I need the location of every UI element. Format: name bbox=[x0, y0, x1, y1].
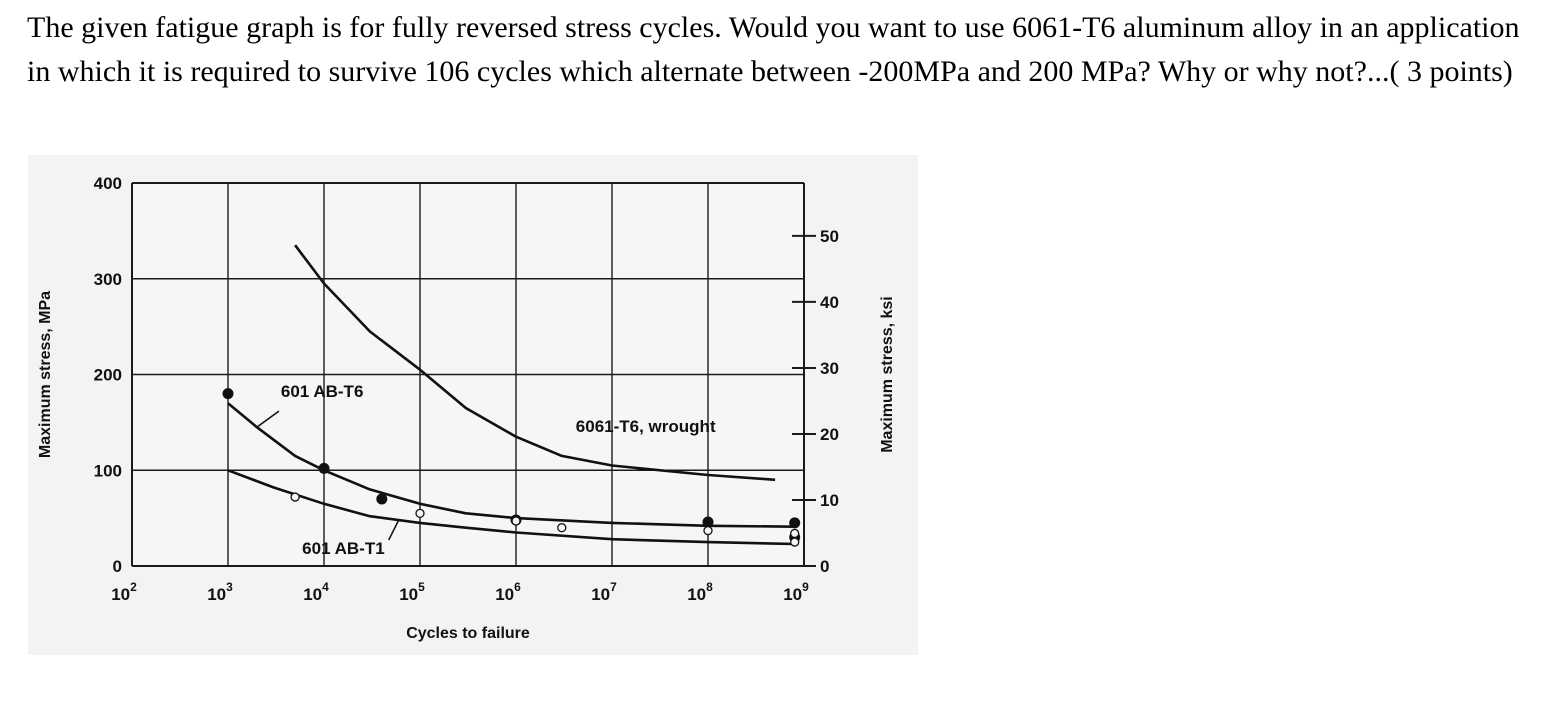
x-tick-label: 107 bbox=[591, 580, 617, 604]
x-tick-base: 10 bbox=[303, 585, 322, 604]
y-right-tick-label: 20 bbox=[820, 425, 839, 444]
x-tick-base: 10 bbox=[207, 585, 226, 604]
y-axis-label: Maximum stress, MPa bbox=[37, 291, 54, 458]
x-tick-exponent: 7 bbox=[610, 580, 617, 594]
data-point-filled bbox=[789, 517, 801, 529]
data-point-open bbox=[415, 508, 425, 518]
data-point-filled bbox=[376, 493, 388, 505]
fatigue-chart: 6061-T6, wrought 601 AB-T6 601 AB-T1 0 10 20… bbox=[28, 155, 918, 655]
y-tick-label: 200 bbox=[94, 366, 122, 385]
y-right-tick-label: 50 bbox=[820, 227, 839, 246]
x-tick-base: 10 bbox=[783, 585, 802, 604]
data-point-open bbox=[790, 537, 800, 547]
x-tick-exponent: 8 bbox=[706, 580, 713, 594]
x-tick-exponent: 3 bbox=[226, 580, 233, 594]
x-tick-label: 103 bbox=[207, 580, 233, 604]
annotation-leader bbox=[387, 519, 400, 541]
data-point-open bbox=[790, 528, 800, 539]
x-tick-base: 10 bbox=[687, 585, 706, 604]
y-right-tick-label: 0 bbox=[820, 557, 829, 576]
y-tick-label: 300 bbox=[94, 270, 122, 289]
annotation-label: 601 AB-T6 bbox=[281, 382, 364, 401]
annotation-label: 6061-T6, wrought bbox=[576, 417, 716, 436]
question-text: The given fatigue graph is for fully rev… bbox=[27, 11, 1520, 88]
x-tick-label: 108 bbox=[687, 580, 713, 604]
y-tick-label: 0 bbox=[113, 557, 122, 576]
y-right-tick-label: 10 bbox=[820, 491, 839, 510]
annotation-leader bbox=[256, 410, 280, 428]
x-tick-base: 10 bbox=[111, 585, 130, 604]
y-axis-right-label: Maximum stress, ksi bbox=[879, 296, 896, 453]
x-tick-exponent: 9 bbox=[802, 580, 809, 594]
data-point-open bbox=[511, 516, 521, 526]
x-tick-label: 109 bbox=[783, 580, 809, 604]
series-line-1 bbox=[294, 244, 776, 482]
x-tick-label: 102 bbox=[111, 580, 137, 604]
x-axis-label: Cycles to failure bbox=[406, 625, 530, 642]
x-tick-label: 104 bbox=[303, 580, 329, 604]
x-tick-label: 106 bbox=[495, 580, 521, 604]
x-tick-base: 10 bbox=[495, 585, 514, 604]
data-point-open bbox=[703, 525, 713, 536]
data-point-filled bbox=[222, 388, 234, 400]
y-right-tick-label: 30 bbox=[820, 359, 839, 378]
data-point-open bbox=[290, 492, 300, 502]
data-point-open bbox=[557, 523, 567, 533]
data-point-filled bbox=[702, 516, 714, 528]
x-tick-exponent: 2 bbox=[130, 580, 137, 594]
data-points bbox=[222, 388, 801, 547]
grid-lines bbox=[131, 182, 816, 567]
x-tick-base: 10 bbox=[591, 585, 610, 604]
x-tick-exponent: 6 bbox=[514, 580, 521, 594]
data-point-filled bbox=[318, 462, 330, 474]
y-right-tick-label: 40 bbox=[820, 293, 839, 312]
x-tick-exponent: 5 bbox=[418, 580, 425, 594]
annotation-leader bbox=[561, 455, 570, 459]
x-tick-exponent: 4 bbox=[322, 580, 329, 594]
x-tick-base: 10 bbox=[399, 585, 418, 604]
annotation-label: 601 AB-T1 bbox=[302, 539, 385, 558]
curve-annotations: 6061-T6, wrought 601 AB-T6 601 AB-T1 bbox=[256, 382, 716, 558]
y-tick-label: 100 bbox=[94, 461, 122, 480]
x-tick-label: 105 bbox=[399, 580, 425, 604]
series-line-2 bbox=[227, 402, 795, 528]
y-tick-label: 400 bbox=[94, 174, 122, 193]
